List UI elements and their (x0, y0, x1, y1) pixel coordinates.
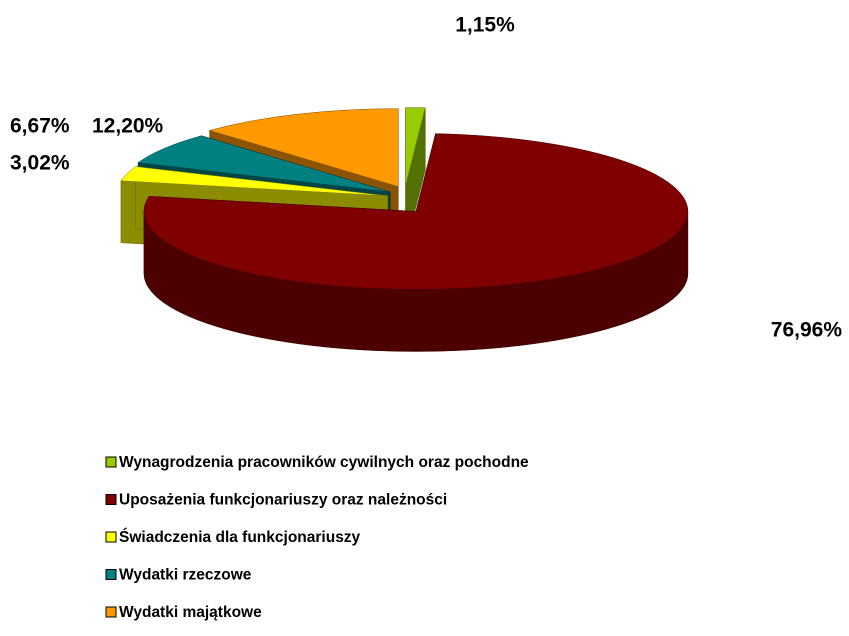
data-label: 76,96% (771, 319, 843, 342)
data-label: 6,67% (10, 115, 70, 138)
data-label: 1,15% (455, 14, 515, 37)
legend-label: Uposażenia funkcjonariuszy oraz należnoś… (119, 492, 447, 509)
legend-label: Wydatki majątkowe (119, 604, 262, 621)
slice (405, 107, 426, 186)
data-label: 3,02% (10, 152, 70, 175)
slice (120, 166, 388, 197)
legend-swatch (105, 456, 117, 468)
slice (143, 133, 689, 290)
legend-label: Wynagrodzenia pracowników cywilnych oraz… (119, 454, 529, 471)
slice (137, 135, 391, 193)
legend-swatch (105, 606, 117, 618)
legend-label: Wydatki rzeczowe (119, 567, 252, 584)
slice (208, 108, 399, 187)
legend-swatch (105, 494, 117, 505)
legend-swatch (105, 569, 117, 580)
legend-label: Świadczenia dla funkcjonariuszy (119, 528, 361, 546)
legend-swatch (105, 531, 117, 543)
data-label: 12,20% (92, 115, 164, 138)
